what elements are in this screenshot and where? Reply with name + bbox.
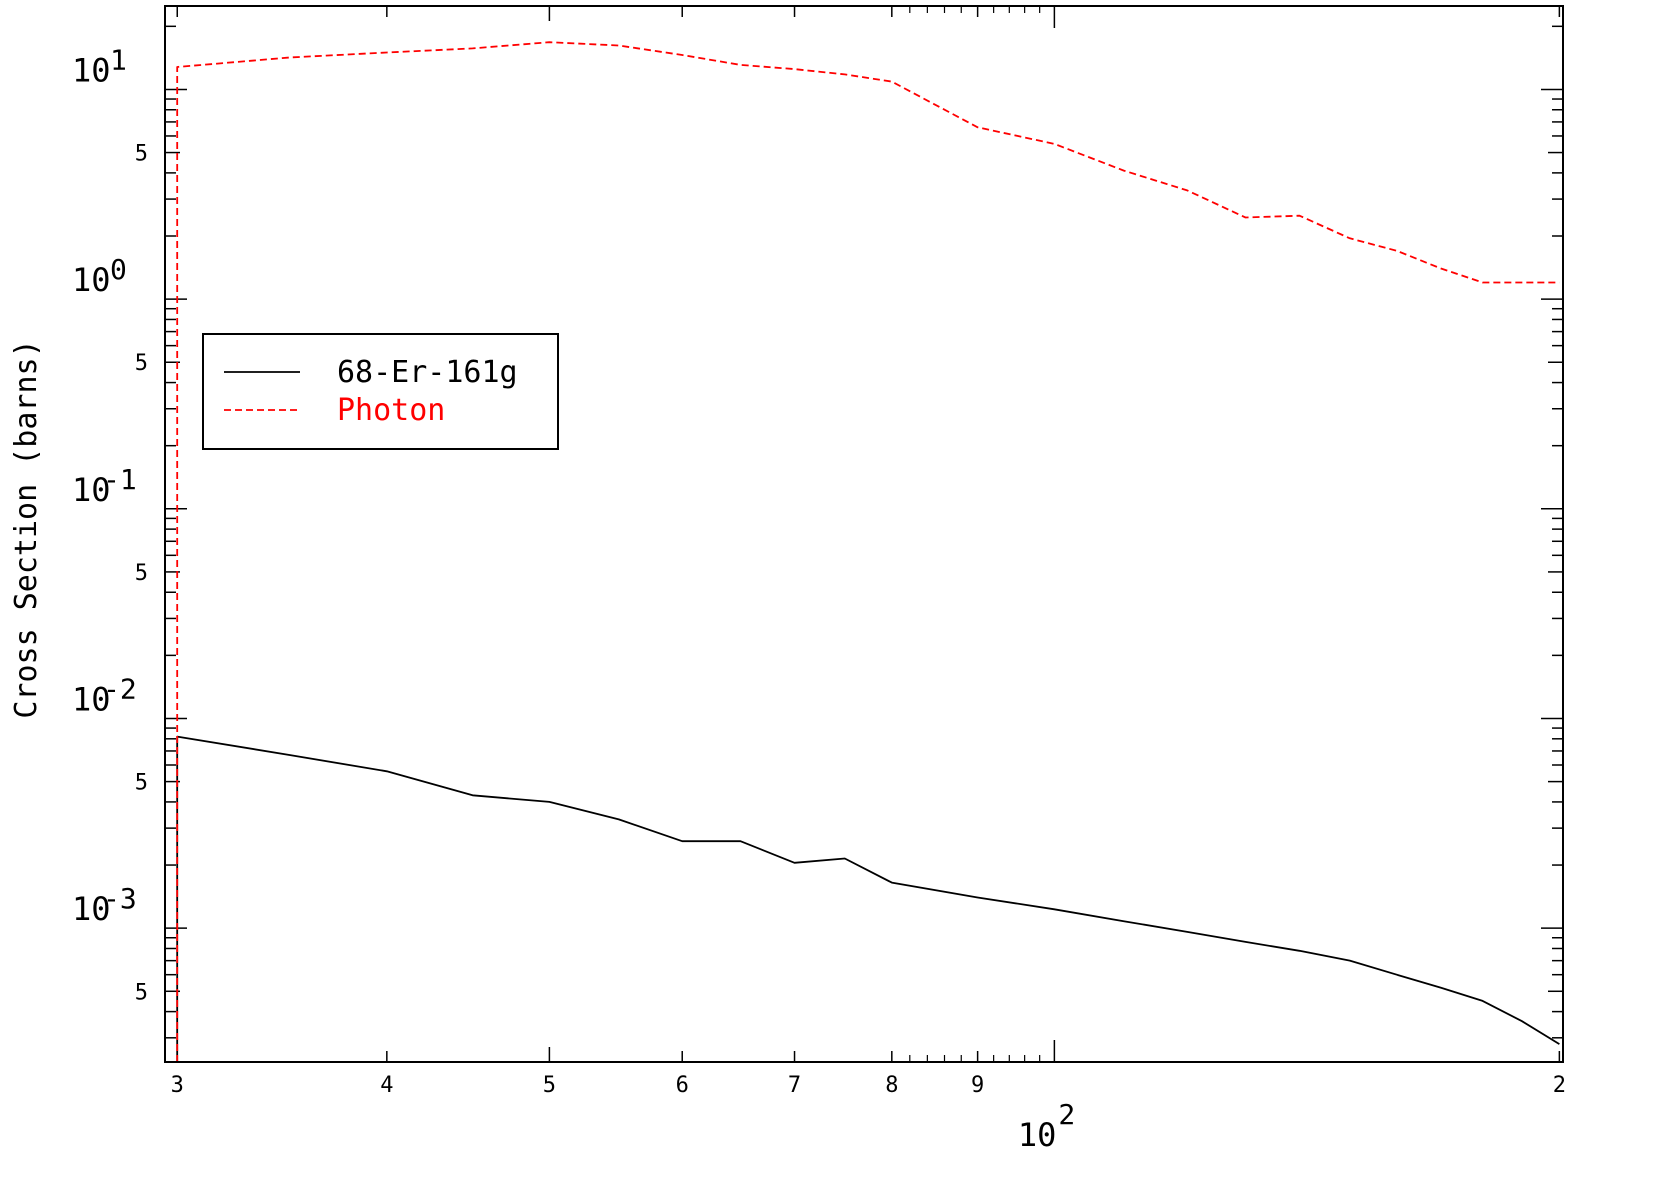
plot-frame bbox=[164, 5, 1564, 1063]
legend: 68-Er-161g Photon bbox=[202, 333, 559, 450]
x-tick-label: 4 bbox=[380, 1073, 393, 1098]
y-decade-label-exp: 1 bbox=[110, 43, 127, 76]
x-decade-label-base: 10 bbox=[1018, 1116, 1057, 1154]
series-line-photon bbox=[176, 41, 1560, 1062]
y-decade-label-exp: 0 bbox=[110, 253, 127, 286]
y-decade-label-exp: -1 bbox=[103, 463, 137, 496]
y-decade-label-base: 10 bbox=[72, 51, 111, 89]
y-five-label: 5 bbox=[135, 351, 148, 376]
y-decade-label-base: 10 bbox=[72, 890, 111, 928]
y-five-label: 5 bbox=[135, 980, 148, 1005]
x-tick-label: 3 bbox=[171, 1073, 184, 1098]
y-decade-label-exp: -3 bbox=[103, 882, 137, 915]
y-decade-label-exp: -2 bbox=[103, 672, 137, 705]
x-tick-label: 6 bbox=[676, 1073, 689, 1098]
y-five-label: 5 bbox=[135, 142, 148, 167]
legend-label-photon: Photon bbox=[337, 393, 445, 428]
x-tick-label: 8 bbox=[885, 1073, 898, 1098]
y-decade-label-base: 10 bbox=[72, 261, 111, 299]
x-decade-label-exp: 2 bbox=[1058, 1098, 1075, 1131]
y-decade-label-base: 10 bbox=[72, 680, 111, 718]
y-axis-label: Cross Section (barns) bbox=[9, 339, 44, 718]
x-tick-label: 7 bbox=[788, 1073, 801, 1098]
x-tick-label: 9 bbox=[971, 1073, 984, 1098]
series-line-er161g bbox=[176, 735, 1560, 1062]
data-series bbox=[176, 41, 1560, 1062]
x-tick-label: 2 bbox=[1553, 1073, 1566, 1098]
y-five-label: 5 bbox=[135, 561, 148, 586]
legend-label-er161g: 68-Er-161g bbox=[337, 355, 518, 390]
x-tick-label: 5 bbox=[543, 1073, 556, 1098]
y-five-label: 5 bbox=[135, 771, 148, 796]
y-decade-label-base: 10 bbox=[72, 471, 111, 509]
legend-box bbox=[202, 333, 559, 450]
